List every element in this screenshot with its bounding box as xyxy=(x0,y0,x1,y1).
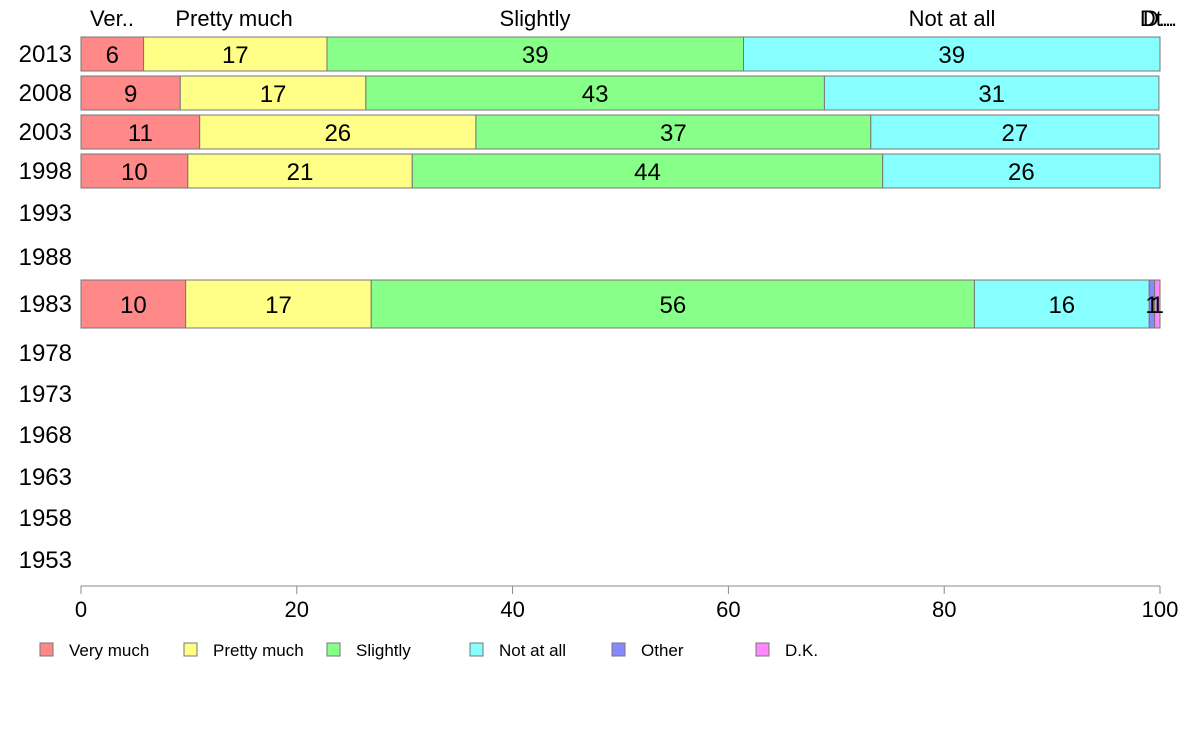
y-tick-label: 2013 xyxy=(19,41,72,68)
x-tick-label: 100 xyxy=(1142,597,1179,622)
bar-segment xyxy=(80,114,201,150)
y-tick-label: 1998 xyxy=(19,158,72,185)
legend-label: Very much xyxy=(69,641,149,660)
data-label: 39 xyxy=(522,42,549,69)
bar-segment xyxy=(823,75,1160,111)
data-label: 11 xyxy=(128,120,153,147)
bar-segment xyxy=(143,36,328,72)
data-label: 26 xyxy=(1008,159,1035,186)
bar-segment xyxy=(187,153,413,189)
column-header: Ver.. xyxy=(90,6,134,31)
bar-segment xyxy=(80,75,181,111)
x-tick-label: 60 xyxy=(716,597,740,622)
bar-segment xyxy=(80,153,189,189)
y-tick-label: 2003 xyxy=(19,119,72,146)
legend-swatch xyxy=(183,642,198,657)
bar-segment xyxy=(185,279,372,329)
x-tick-label: 80 xyxy=(932,597,956,622)
bar-segment xyxy=(326,36,745,72)
data-label: 10 xyxy=(121,159,148,186)
data-label: 31 xyxy=(978,81,1005,108)
column-header: Slightly xyxy=(500,6,571,31)
legend-swatch xyxy=(611,642,626,657)
legend-label: Pretty much xyxy=(213,641,304,660)
data-label: 6 xyxy=(106,42,119,69)
bar-segment xyxy=(370,279,975,329)
x-tick-label: 40 xyxy=(500,597,524,622)
bar-segment xyxy=(882,153,1161,189)
bar-segment xyxy=(1154,279,1161,329)
data-label: 17 xyxy=(265,292,292,319)
bar-segment xyxy=(179,75,367,111)
y-tick-label: 1958 xyxy=(19,505,72,532)
data-label: 26 xyxy=(324,120,351,147)
bar-segment xyxy=(973,279,1150,329)
legend-label: D.K. xyxy=(785,641,818,660)
legend-label: Slightly xyxy=(356,641,411,660)
bar-segment xyxy=(475,114,872,150)
data-label: 56 xyxy=(659,292,686,319)
y-tick-label: 1988 xyxy=(19,244,72,271)
legend-swatch xyxy=(326,642,341,657)
data-label: 9 xyxy=(124,81,137,108)
data-label: 27 xyxy=(1002,120,1029,147)
y-tick-label: 2008 xyxy=(19,80,72,107)
bar-segment xyxy=(80,36,145,72)
data-label: 16 xyxy=(1048,292,1075,319)
bar-segment xyxy=(199,114,477,150)
y-tick-label: 1993 xyxy=(19,200,72,227)
legend-swatch xyxy=(469,642,484,657)
column-header: D... xyxy=(1143,6,1177,31)
bar-segment xyxy=(743,36,1161,72)
column-header: Not at all xyxy=(909,6,996,31)
y-tick-label: 1968 xyxy=(19,422,72,449)
data-label: 39 xyxy=(938,42,965,69)
x-tick-label: 0 xyxy=(75,597,87,622)
data-label: 1 xyxy=(1151,292,1164,319)
data-label: 44 xyxy=(634,159,661,186)
x-tick-label: 20 xyxy=(285,597,309,622)
legend-swatch xyxy=(39,642,54,657)
data-label: 37 xyxy=(660,120,687,147)
data-label: 10 xyxy=(120,292,147,319)
bar-segment xyxy=(365,75,825,111)
legend-swatch xyxy=(755,642,770,657)
column-header: Pretty much xyxy=(175,6,292,31)
column-header: Dt.. xyxy=(1140,6,1174,31)
data-label: 17 xyxy=(222,42,249,69)
bar-segment xyxy=(80,279,187,329)
y-tick-label: 1973 xyxy=(19,381,72,408)
bar-segment xyxy=(870,114,1160,150)
data-label: 43 xyxy=(582,81,609,108)
y-tick-label: 1963 xyxy=(19,464,72,491)
y-tick-label: 1953 xyxy=(19,547,72,574)
bar-segment xyxy=(411,153,884,189)
legend-label: Not at all xyxy=(499,641,566,660)
data-label: 21 xyxy=(287,159,314,186)
y-tick-label: 1978 xyxy=(19,340,72,367)
y-tick-label: 1983 xyxy=(19,291,72,318)
data-label: 17 xyxy=(260,81,287,108)
legend-label: Other xyxy=(641,641,684,660)
